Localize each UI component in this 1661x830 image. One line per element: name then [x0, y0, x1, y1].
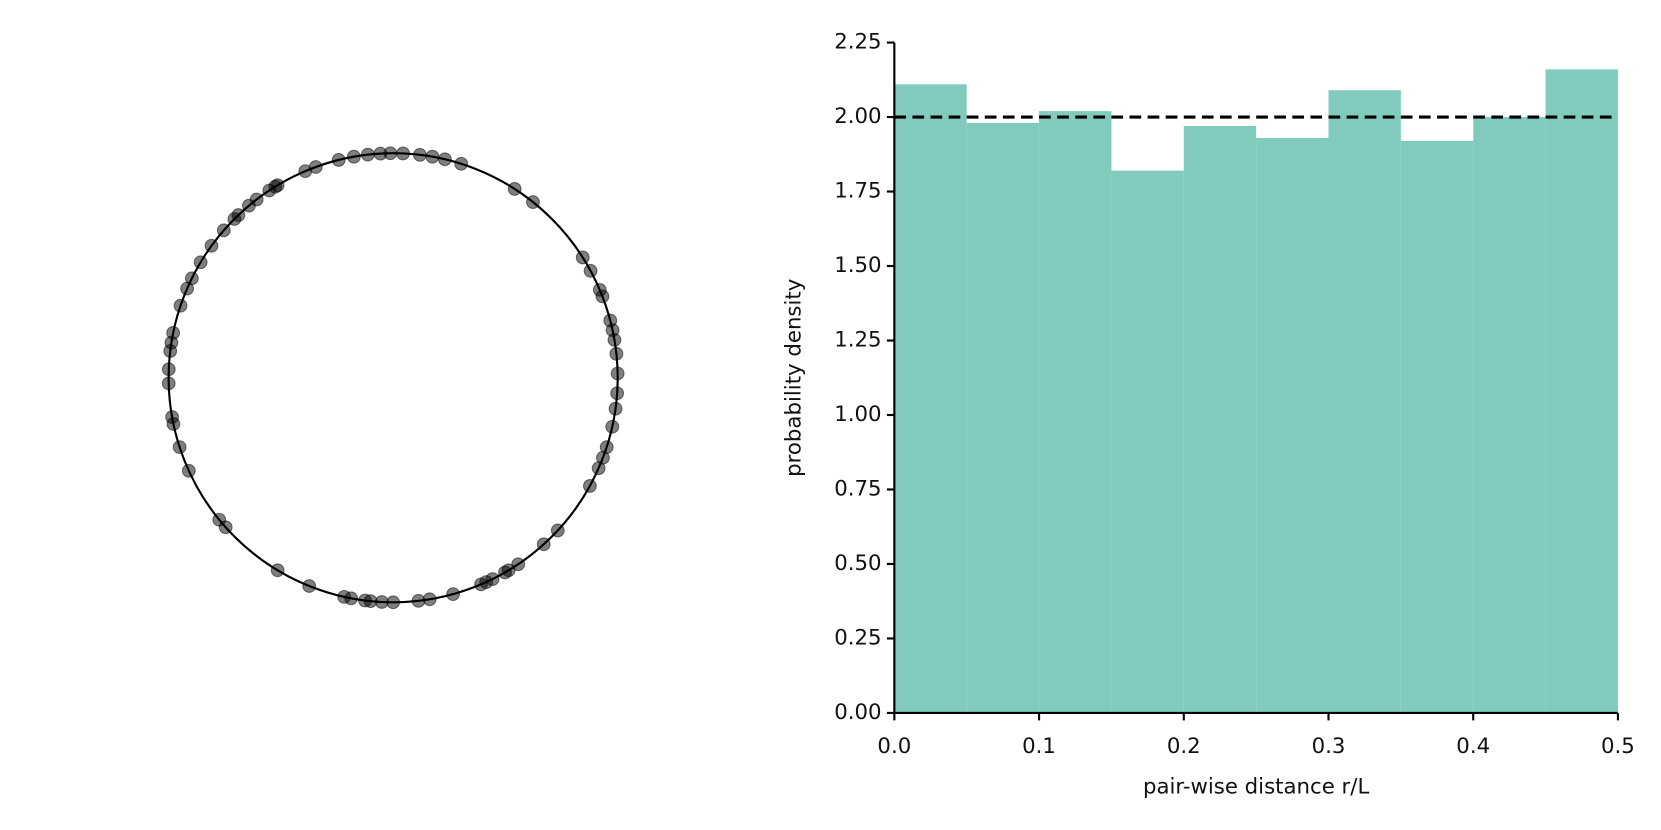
point: [249, 192, 264, 207]
bar: [966, 123, 1040, 713]
point: [383, 146, 398, 161]
point: [231, 208, 246, 222]
point: [173, 298, 188, 313]
x-tick-label: 0.0: [877, 734, 911, 759]
point: [610, 366, 625, 381]
y-tick-label: 0.25: [834, 625, 881, 650]
bar: [1473, 117, 1546, 713]
point: [358, 593, 372, 608]
point: [212, 512, 227, 527]
bar: [1111, 170, 1184, 713]
point: [308, 160, 323, 174]
y-tick-label: 0.75: [834, 476, 881, 501]
point: [609, 346, 624, 361]
point: [526, 195, 540, 210]
point: [396, 146, 410, 161]
point: [425, 149, 440, 164]
x-tick-label: 0.2: [1167, 734, 1201, 759]
point: [411, 593, 426, 608]
point: [270, 563, 285, 578]
point: [166, 325, 181, 340]
x-tick-label: 0.3: [1312, 734, 1346, 759]
y-tick-label: 2.25: [834, 30, 881, 55]
point: [193, 255, 208, 270]
point: [536, 537, 551, 552]
bar: [1183, 125, 1257, 713]
bar: [894, 84, 967, 713]
bar: [1400, 140, 1474, 713]
point: [172, 440, 187, 455]
point: [302, 579, 317, 593]
x-axis-label: pair-wise distance r/L: [1143, 774, 1369, 799]
bar: [1545, 69, 1618, 713]
y-tick-label: 2.00: [834, 104, 881, 129]
point: [165, 410, 180, 424]
point: [270, 178, 285, 193]
bar: [1328, 90, 1401, 713]
point: [346, 149, 361, 164]
y-axis-label: probability density: [781, 279, 806, 477]
point: [583, 263, 598, 278]
x-tick-label: 0.1: [1022, 734, 1056, 759]
point: [474, 577, 488, 592]
point: [607, 332, 622, 347]
point: [605, 419, 620, 434]
point: [582, 479, 597, 493]
x-tick-label: 0.5: [1601, 734, 1635, 759]
point: [161, 362, 176, 377]
y-tick-label: 0.50: [834, 551, 881, 576]
point: [331, 153, 346, 167]
point: [161, 376, 176, 391]
point: [337, 589, 352, 604]
y-tick-label: 1.25: [834, 328, 881, 353]
point: [498, 565, 512, 580]
point: [216, 223, 231, 238]
bar: [1039, 111, 1112, 713]
point: [575, 250, 590, 265]
point: [446, 587, 460, 602]
point: [610, 386, 625, 401]
point: [437, 152, 452, 167]
y-tick-label: 0.00: [834, 700, 881, 725]
point: [507, 182, 522, 196]
y-tick-label: 1.75: [834, 179, 881, 204]
point: [204, 238, 219, 253]
point: [360, 147, 375, 162]
point: [181, 463, 196, 478]
point: [595, 289, 610, 304]
point: [454, 156, 469, 171]
y-tick-label: 1.50: [834, 253, 881, 278]
point: [184, 271, 199, 286]
point: [591, 461, 606, 476]
bar: [1256, 137, 1329, 713]
y-tick-label: 1.00: [834, 402, 881, 427]
point: [550, 523, 565, 538]
point: [412, 147, 427, 162]
x-tick-label: 0.4: [1456, 734, 1490, 759]
point: [608, 401, 623, 416]
